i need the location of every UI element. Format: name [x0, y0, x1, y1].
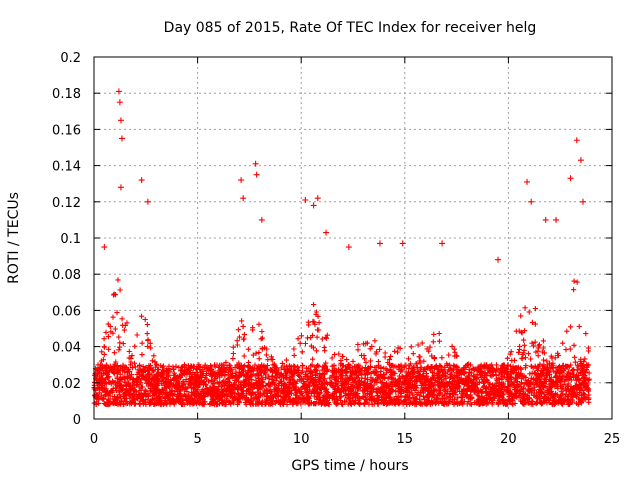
scatter-peak-point [144, 198, 151, 205]
x-tick-label: 25 [604, 432, 621, 447]
x-tick-label: 15 [397, 432, 414, 447]
y-tick-label: 0.04 [52, 341, 81, 356]
y-tick-label: 0.14 [52, 160, 81, 175]
scatter-peak-point [240, 195, 247, 202]
scatter-peak-point [117, 184, 124, 191]
y-tick-label: 0.02 [52, 377, 81, 392]
data-points [91, 88, 592, 408]
y-axis-label: ROTI / TECUs [6, 192, 22, 284]
scatter-peak-point [138, 177, 145, 184]
scatter-peak-point [252, 160, 259, 167]
scatter-peak-point [345, 244, 352, 251]
x-tick-labels: 0 5 10 15 20 25 [90, 432, 620, 447]
y-tick-label: 0.08 [52, 268, 81, 283]
scatter-peak-point [573, 137, 580, 144]
scatter-peak-point [553, 216, 560, 223]
y-tick-label: 0.18 [52, 87, 81, 102]
scatter-peak-point [115, 88, 122, 95]
scatter-peak-point [577, 157, 584, 164]
scatter-peak-point [118, 135, 125, 142]
scatter-peak-point [579, 198, 586, 205]
scatter-peak-point [314, 195, 321, 202]
scatter-peak-point [399, 240, 406, 247]
scatter-peak-point [376, 240, 383, 247]
x-tick-label: 10 [293, 432, 310, 447]
scatter-peak-point [302, 196, 309, 203]
grid-lines [94, 57, 612, 419]
scatter-peak-point [323, 229, 330, 236]
y-tick-label: 0.16 [52, 123, 81, 138]
x-axis-label: GPS time / hours [291, 458, 408, 474]
scatter-peak-point [524, 178, 531, 185]
y-tick-label: 0.06 [52, 304, 81, 319]
axis-ticks [93, 56, 613, 420]
y-tick-label: 0 [73, 413, 81, 428]
chart-title: Day 085 of 2015, Rate Of TEC Index for r… [164, 20, 537, 36]
scatter-peak-point [238, 177, 245, 184]
scatter-peak-point [116, 99, 123, 106]
y-tick-label: 0.1 [60, 232, 81, 247]
scatter-background-points [91, 277, 592, 408]
scatter-peak-point [542, 216, 549, 223]
scatter-peak-point [258, 216, 265, 223]
scatter-peak-point [439, 240, 446, 247]
scatter-peak-point [495, 256, 502, 263]
scatter-peak-point [310, 202, 317, 209]
scatter-peak-point [101, 244, 108, 251]
y-tick-labels: 0 0.02 0.04 0.06 0.08 0.1 0.12 0.14 0.16 0.18 0.2 [52, 51, 81, 428]
x-tick-label: 5 [193, 432, 201, 447]
scatter-peak-point [117, 117, 124, 124]
y-tick-label: 0.2 [60, 51, 81, 66]
y-tick-label: 0.12 [52, 196, 81, 211]
scatter-peak-point [528, 198, 535, 205]
x-tick-label: 0 [90, 432, 98, 447]
scatter-peak-point [567, 175, 574, 182]
x-tick-label: 20 [500, 432, 517, 447]
scatter-peak-point [253, 171, 260, 178]
